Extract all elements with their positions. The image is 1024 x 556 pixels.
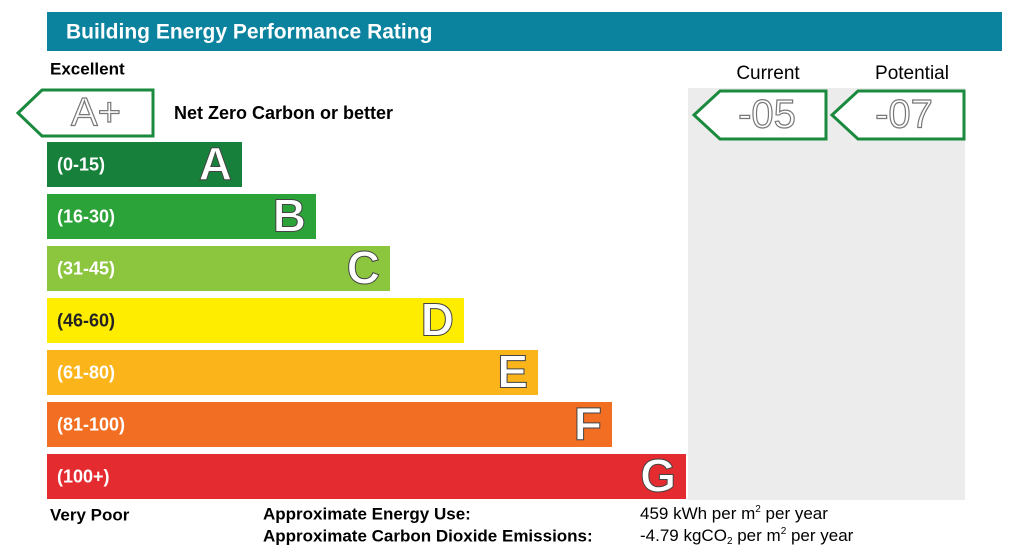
subscript: 2	[727, 536, 733, 547]
band-letter: G	[640, 450, 676, 502]
superscript: 2	[781, 526, 787, 537]
text-part: 459 kWh per m	[640, 504, 755, 523]
top-label: Excellent	[50, 59, 125, 78]
text-part: -4.79 kgCO	[640, 526, 727, 545]
band	[47, 142, 242, 187]
band	[47, 246, 390, 291]
band	[47, 454, 686, 499]
current-label: Current	[736, 63, 800, 84]
band	[47, 298, 464, 343]
band-letter: A	[199, 138, 232, 190]
band-range: (31-45)	[57, 258, 115, 278]
top-rating-arrow	[15, 88, 155, 138]
text-part: per year	[786, 526, 853, 545]
band-letter: D	[421, 294, 454, 346]
band-range: (16-30)	[57, 206, 115, 226]
band-range: (0-15)	[57, 154, 105, 174]
top-rating-letter: A+	[71, 91, 121, 135]
band-letter: B	[273, 190, 306, 242]
band-range: (100+)	[57, 466, 110, 486]
potential-label: Potential	[875, 63, 949, 84]
band-range: (46-60)	[57, 310, 115, 330]
emissions-value: -4.79 kgCO2 per m2 per year	[640, 526, 854, 547]
band-letter: E	[497, 346, 528, 398]
energy-value: 459 kWh per m2 per year	[640, 504, 828, 524]
current-value: -05	[738, 93, 796, 137]
energy-label: Approximate Energy Use:	[263, 504, 471, 523]
superscript: 2	[755, 504, 761, 515]
top-rating-description: Net Zero Carbon or better	[174, 103, 393, 123]
band	[47, 402, 612, 447]
band-range: (81-100)	[57, 414, 125, 434]
emissions-label: Approximate Carbon Dioxide Emissions:	[263, 526, 593, 545]
band-range: (61-80)	[57, 362, 115, 382]
title: Building Energy Performance Rating	[66, 21, 432, 44]
potential-value: -07	[875, 93, 933, 137]
text-part: per m	[733, 526, 781, 545]
potential-arrow	[829, 89, 966, 141]
bands: (0-15) A (16-30) B (31-45) C (46-60) D (61-80) E (…	[47, 137, 686, 502]
rating-panel	[688, 88, 965, 500]
band	[47, 350, 538, 395]
bottom-label: Very Poor	[50, 505, 130, 524]
current-arrow	[691, 89, 828, 141]
band-letter: C	[347, 242, 380, 294]
band-letter: F	[574, 398, 602, 450]
band	[47, 194, 316, 239]
text-part: per year	[761, 504, 828, 523]
title-bar	[47, 12, 1002, 51]
